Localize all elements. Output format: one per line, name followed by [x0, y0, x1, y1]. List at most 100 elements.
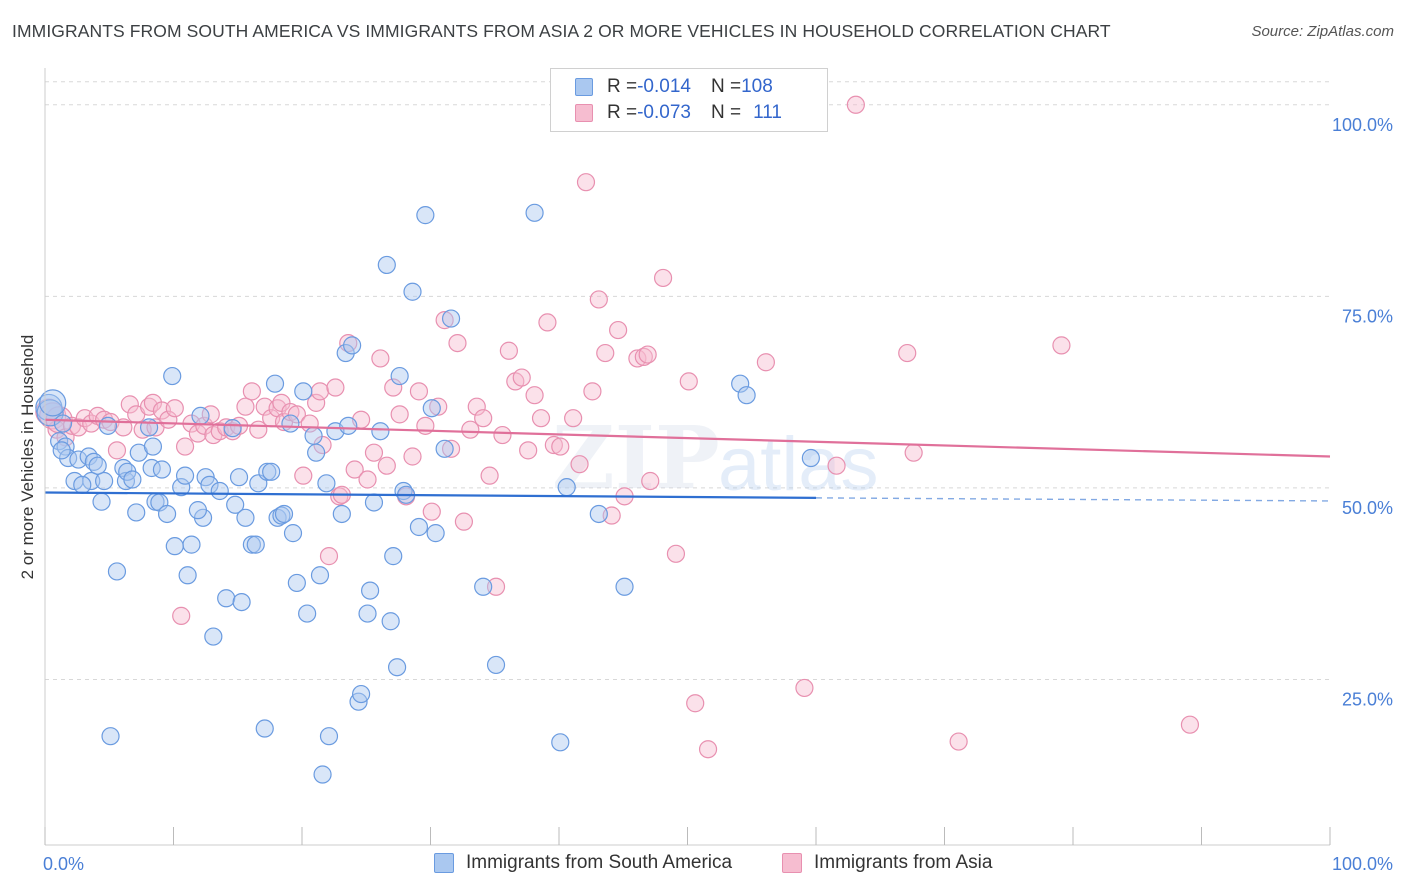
south-america-point: [165, 537, 184, 556]
south-america-point: [390, 366, 409, 386]
south-america-point: [172, 478, 191, 497]
asia-point: [461, 420, 480, 439]
south-america-point: [107, 562, 127, 581]
south-america-point: [178, 566, 197, 585]
asia-point: [1180, 715, 1200, 734]
series-legend: Immigrants from South America Immigrants…: [0, 852, 1406, 878]
south-america-point: [52, 441, 71, 460]
south-america-point: [387, 658, 407, 677]
y-tick-label: 100.0%: [1332, 115, 1393, 135]
asia-point: [474, 409, 493, 428]
legend-swatch-pink: [575, 104, 593, 122]
asia-point: [493, 425, 512, 445]
asia-point: [384, 378, 403, 397]
south-america-point: [88, 456, 107, 475]
south-america-point: [426, 524, 445, 543]
south-america-point: [274, 504, 294, 524]
asia-point: [846, 95, 865, 114]
legend-swatch-blue: [434, 853, 454, 873]
asia-point: [371, 349, 390, 368]
asia-point: [609, 320, 628, 340]
asia-point: [435, 311, 454, 330]
south-america-point: [737, 386, 756, 405]
asia-trend: [44, 418, 1331, 458]
south-america-point: [313, 765, 332, 784]
asia-point: [307, 393, 326, 412]
south-america-trend-extension: [815, 497, 1331, 502]
asia-point: [679, 372, 698, 391]
asia-point: [390, 405, 409, 424]
south-america-point: [474, 577, 493, 596]
legend-item-south-america[interactable]: Immigrants from South America: [434, 852, 732, 874]
south-america-point: [557, 478, 576, 497]
legend-swatch-pink: [782, 853, 802, 873]
legend-r-label: R =: [607, 102, 638, 123]
watermark-atlas: atlas: [718, 422, 879, 507]
south-america-point: [95, 471, 114, 491]
stats-legend: R = -0.014 N = 108 R = -0.073 N = 111: [550, 68, 828, 132]
south-america-point: [217, 589, 236, 608]
south-america-point: [364, 493, 384, 512]
legend-n-label: N =: [710, 102, 742, 123]
south-america-point: [589, 504, 608, 524]
asia-point: [345, 460, 364, 479]
asia-point: [364, 443, 384, 462]
asia-point: [698, 740, 718, 759]
asia-point: [551, 437, 570, 456]
south-america-point: [343, 336, 362, 355]
asia-point: [310, 382, 330, 401]
south-america-point: [422, 399, 441, 418]
south-america-point: [317, 474, 336, 493]
asia-point: [686, 694, 705, 713]
asia-point: [120, 395, 139, 414]
south-america-point: [304, 426, 323, 445]
south-america-point: [255, 719, 274, 738]
south-america-point: [143, 437, 163, 456]
asia-point: [519, 441, 538, 460]
south-america-point: [310, 566, 330, 585]
y-tick-label: 75.0%: [1342, 306, 1393, 326]
legend-n-value: 111: [753, 102, 782, 123]
south-america-point: [210, 481, 229, 501]
south-america-point: [298, 604, 317, 623]
south-america-point: [352, 684, 371, 704]
south-america-point: [358, 604, 377, 623]
legend-r-label: R =: [607, 76, 638, 97]
asia-point: [486, 577, 506, 596]
south-america-point: [525, 203, 544, 222]
legend-swatch-blue: [575, 78, 593, 96]
asia-point: [512, 368, 531, 387]
south-america-point: [242, 535, 261, 554]
asia-point: [596, 343, 615, 363]
asia-point: [287, 405, 306, 424]
south-america-point: [82, 471, 101, 491]
asia-point: [172, 606, 191, 625]
south-america-point: [39, 389, 67, 417]
asia-point: [538, 313, 557, 332]
chart-title: IMMIGRANTS FROM SOUTH AMERICA VS IMMIGRA…: [12, 21, 1111, 41]
south-america-point: [101, 727, 120, 746]
south-america-point: [377, 255, 396, 275]
legend-item-asia[interactable]: Immigrants from Asia: [782, 852, 992, 874]
south-america-point: [801, 448, 820, 468]
legend-r-value: -0.014: [637, 76, 691, 97]
south-america-point: [232, 592, 251, 612]
south-america-point: [246, 535, 265, 554]
legend-r-value: -0.073: [637, 102, 691, 123]
legend-row-asia: R = -0.073 N = 111: [575, 101, 782, 125]
legend-n-value: 108: [741, 76, 773, 97]
asia-point: [236, 397, 255, 416]
south-america-trend: [44, 491, 817, 499]
asia-point: [441, 439, 461, 458]
asia-point: [175, 437, 195, 456]
south-america-point: [731, 374, 750, 393]
asia-point: [429, 397, 448, 416]
south-america-point: [287, 573, 306, 593]
south-america-point: [283, 524, 303, 543]
south-america-point: [371, 422, 390, 441]
asia-point: [107, 441, 127, 460]
asia-point: [544, 435, 563, 455]
asia-point: [1052, 336, 1071, 355]
south-america-point: [615, 577, 634, 596]
legend-n-label: N =: [710, 76, 742, 97]
